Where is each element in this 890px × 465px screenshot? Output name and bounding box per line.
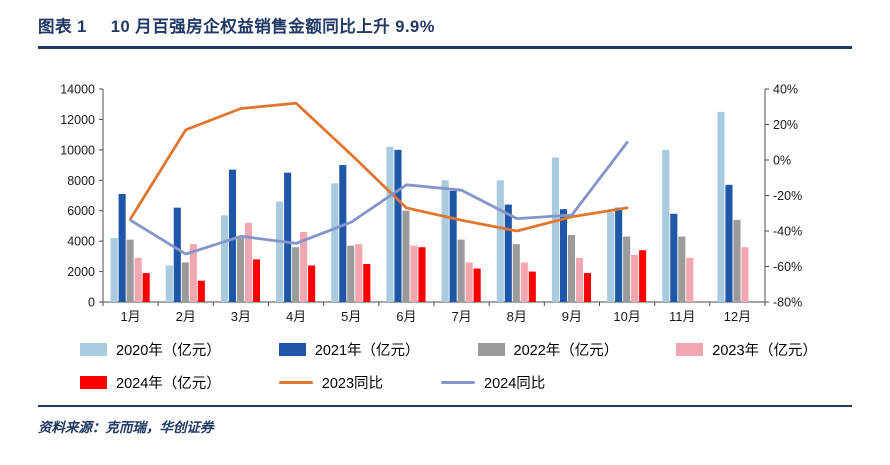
legend-item: 2024年（亿元）	[80, 372, 221, 393]
legend-label: 2023同比	[321, 376, 384, 392]
legend-item: 2021年（亿元）	[278, 339, 420, 360]
svg-text:8000: 8000	[67, 174, 95, 188]
svg-text:0%: 0%	[773, 154, 791, 168]
legend-item: 2020年（亿元）	[80, 339, 221, 360]
legend-swatch	[477, 343, 505, 356]
svg-text:10000: 10000	[60, 143, 95, 157]
svg-text:20%: 20%	[773, 118, 798, 132]
legend-item: 2024同比	[441, 372, 545, 393]
svg-text:-20%: -20%	[773, 189, 802, 203]
svg-text:2月: 2月	[176, 309, 196, 324]
legend-label: 2022年（亿元）	[513, 343, 619, 359]
legend-row: 2020年（亿元） 2021年（亿元） 2022年（亿元） 2023年（亿元）	[80, 339, 890, 360]
svg-text:2000: 2000	[67, 265, 95, 279]
svg-text:6月: 6月	[396, 309, 416, 324]
chart-svg: 0 2000 4000 6000 8000 10000 12000 14000 -80% -60%…	[60, 83, 802, 325]
svg-text:14000: 14000	[60, 83, 95, 97]
svg-text:-40%: -40%	[773, 225, 802, 239]
legend-swatch	[80, 376, 107, 389]
legend-label: 2020年（亿元）	[116, 343, 221, 359]
source-note: 资料来源：克而瑞，华创证券	[38, 420, 214, 435]
legend-swatch	[80, 343, 107, 356]
svg-text:0: 0	[88, 296, 95, 310]
svg-text:8月: 8月	[507, 309, 527, 324]
svg-text:4月: 4月	[286, 309, 306, 324]
legend-swatch	[676, 343, 704, 356]
svg-text:4000: 4000	[67, 235, 95, 249]
svg-text:-80%: -80%	[773, 296, 802, 310]
legend-label: 2021年（亿元）	[314, 343, 420, 359]
svg-text:6000: 6000	[67, 204, 95, 218]
figure-label: 图表 1	[38, 18, 87, 36]
legend-row: 2024年（亿元） 2023同比 2024同比	[80, 372, 890, 393]
svg-text:12月: 12月	[724, 309, 751, 324]
svg-text:-60%: -60%	[773, 260, 802, 274]
legend-label: 2023年（亿元）	[712, 343, 818, 359]
svg-text:9月: 9月	[562, 309, 582, 324]
legend-line-marker	[441, 380, 476, 385]
svg-text:3月: 3月	[231, 309, 251, 324]
legend-item: 2022年（亿元）	[477, 339, 619, 360]
svg-text:5月: 5月	[341, 309, 361, 324]
svg-text:40%: 40%	[773, 83, 798, 97]
legend-line-marker	[278, 380, 313, 385]
chart-legend: 2020年（亿元） 2021年（亿元） 2022年（亿元） 2023年（亿元） 2024…	[0, 339, 890, 393]
legend-label: 2024年（亿元）	[116, 376, 221, 392]
svg-text:7月: 7月	[451, 309, 471, 324]
svg-text:1月: 1月	[120, 309, 140, 324]
svg-text:12000: 12000	[60, 113, 95, 127]
legend-item: 2023年（亿元）	[676, 339, 817, 360]
figure-caption: 10 月百强房企权益销售金额同比上升 9.9%	[110, 18, 435, 36]
svg-text:10月: 10月	[613, 309, 640, 324]
legend-item: 2023同比	[278, 372, 384, 393]
legend-label: 2024同比	[484, 376, 546, 392]
title-divider	[38, 46, 852, 49]
source-divider	[38, 405, 852, 407]
figure-title: 图表 1 10 月百强房企权益销售金额同比上升 9.9%	[0, 0, 890, 37]
legend-swatch	[278, 343, 306, 356]
svg-text:11月: 11月	[669, 309, 696, 324]
